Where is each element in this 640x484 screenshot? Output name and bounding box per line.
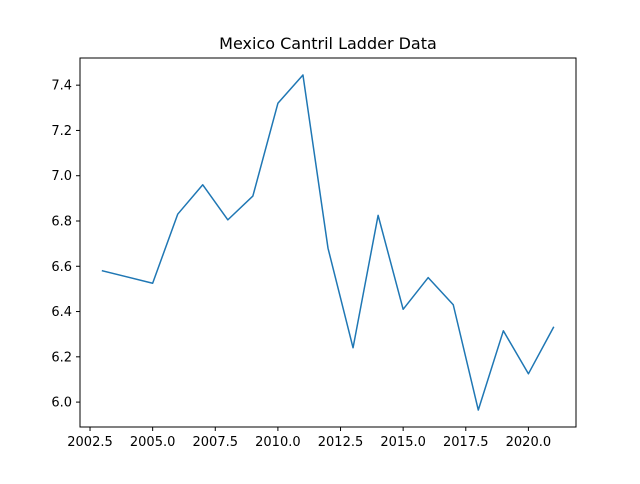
y-tick-label: 6.6 [51,260,72,275]
y-tick-label: 7.4 [51,79,72,94]
y-tick-label: 6.4 [51,305,72,320]
x-tick-label: 2005.0 [130,435,176,450]
y-tick-label: 6.2 [51,350,72,365]
x-tick-label: 2012.5 [318,435,364,450]
x-tick-label: 2017.5 [443,435,489,450]
chart-title: Mexico Cantril Ladder Data [219,34,437,53]
x-tick-label: 2007.5 [193,435,239,450]
x-tick-label: 2010.0 [255,435,301,450]
x-tick-label: 2015.0 [380,435,426,450]
y-tick-label: 6.0 [51,396,72,411]
x-tick-label: 2002.5 [67,435,113,450]
x-tick-label: 2020.0 [506,435,552,450]
y-tick-label: 6.8 [51,214,72,229]
y-tick-label: 7.0 [51,169,72,184]
y-tick-label: 7.2 [51,124,72,139]
